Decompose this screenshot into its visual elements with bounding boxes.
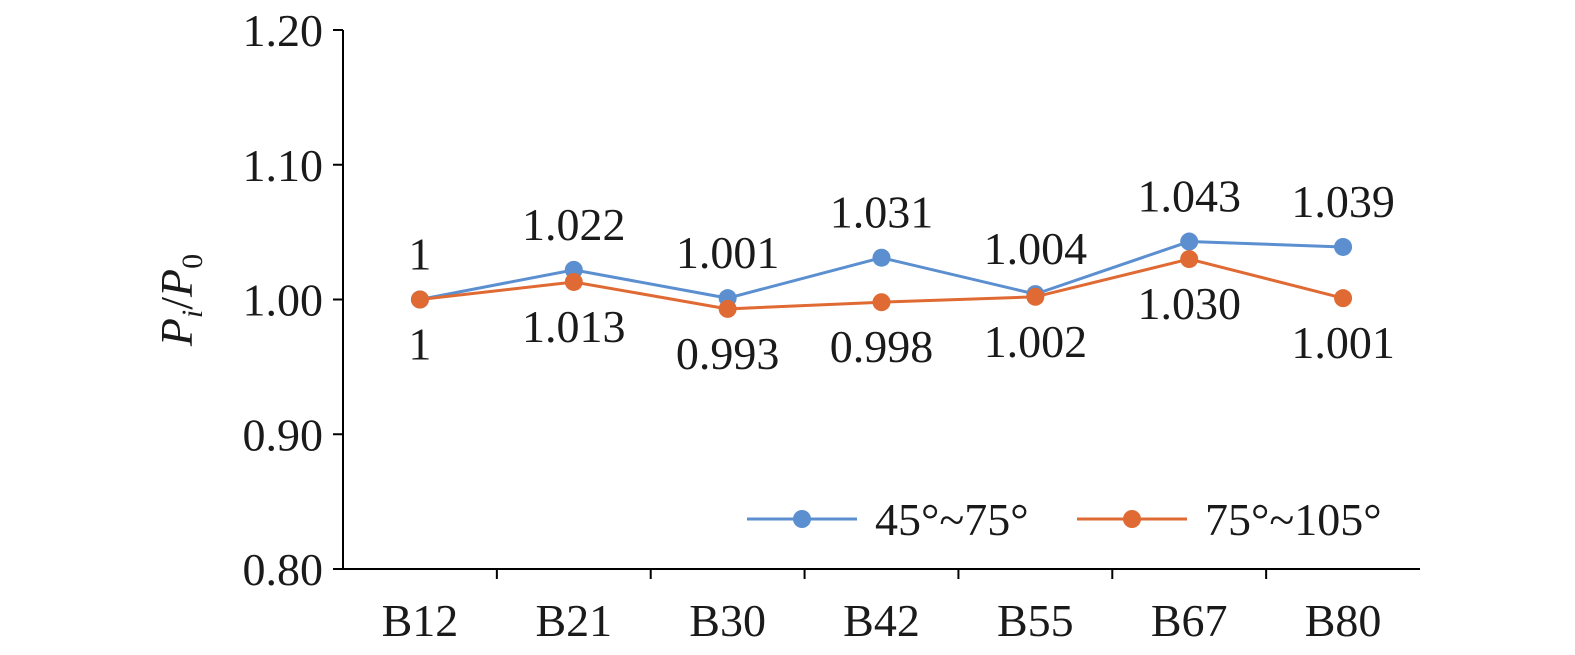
series-point <box>718 299 737 318</box>
x-ticks: B12 B21 B30 B42 B55 B67 B80 <box>382 569 1382 646</box>
data-label: 1.002 <box>984 316 1088 367</box>
series-point <box>564 272 583 291</box>
series-point <box>1334 289 1353 308</box>
data-label: 0.993 <box>676 328 780 379</box>
y-tick-label: 1.10 <box>243 140 324 191</box>
data-label: 0.998 <box>830 321 934 372</box>
y-axis-label: Pi/P0 <box>151 254 209 347</box>
data-label: 1.001 <box>676 227 780 278</box>
data-labels: 1 1.022 1.001 1.031 1.004 1.043 1.039 1 1.013 0.9… <box>408 171 1394 379</box>
x-tick-label: B67 <box>1151 595 1228 646</box>
y-tick-label: 1.20 <box>243 5 324 56</box>
legend: 45°~75° 75°~105° <box>747 494 1382 545</box>
x-tick-label: B42 <box>843 595 920 646</box>
x-tick-label: B80 <box>1305 595 1382 646</box>
legend-marker <box>1123 510 1141 528</box>
data-label: 1.004 <box>984 223 1088 274</box>
legend-marker <box>793 510 811 528</box>
series-point <box>1180 232 1199 251</box>
series-point <box>1026 287 1045 306</box>
y-tick-label: 1.00 <box>243 275 324 326</box>
series-point <box>1334 237 1353 256</box>
series-point <box>1180 250 1199 269</box>
data-label: 1.043 <box>1137 171 1241 222</box>
series-point <box>872 293 891 312</box>
x-tick-label: B55 <box>997 595 1074 646</box>
data-label: 1.039 <box>1291 176 1395 227</box>
x-tick-label: B30 <box>689 595 766 646</box>
series-layer <box>410 232 1353 318</box>
x-tick-label: B12 <box>382 595 459 646</box>
y-tick-label: 0.90 <box>243 409 324 460</box>
data-label: 1.031 <box>830 187 934 238</box>
data-label: 1.001 <box>1291 317 1395 368</box>
series-point <box>872 248 891 267</box>
legend-label: 75°~105° <box>1205 494 1382 545</box>
data-label: 1.030 <box>1137 278 1241 329</box>
data-label: 1 <box>408 319 431 370</box>
data-label: 1.013 <box>522 301 626 352</box>
data-label: 1.022 <box>522 199 626 250</box>
series-point <box>410 290 429 309</box>
y-ticks: 0.80 0.90 1.00 1.10 1.20 <box>243 5 343 595</box>
x-tick-label: B21 <box>535 595 612 646</box>
legend-label: 45°~75° <box>875 494 1029 545</box>
data-label: 1 <box>408 229 431 280</box>
y-tick-label: 0.80 <box>243 544 324 595</box>
